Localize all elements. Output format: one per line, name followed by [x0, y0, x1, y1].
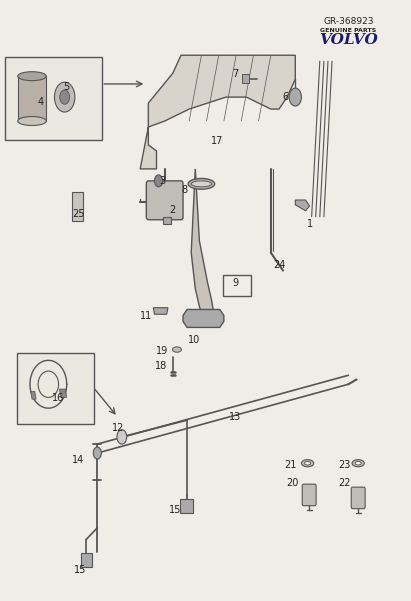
Ellipse shape — [188, 178, 215, 189]
FancyBboxPatch shape — [351, 487, 365, 508]
Text: 11: 11 — [140, 311, 152, 321]
FancyBboxPatch shape — [5, 57, 102, 140]
Polygon shape — [31, 391, 36, 399]
Text: 20: 20 — [286, 478, 298, 488]
Circle shape — [60, 90, 69, 105]
Text: VOLVO: VOLVO — [319, 33, 378, 47]
FancyBboxPatch shape — [146, 181, 183, 220]
FancyBboxPatch shape — [81, 553, 92, 567]
Text: 6: 6 — [282, 92, 288, 102]
Text: 9: 9 — [233, 278, 239, 287]
Polygon shape — [18, 76, 46, 121]
FancyBboxPatch shape — [223, 275, 251, 296]
Polygon shape — [183, 310, 224, 328]
FancyBboxPatch shape — [17, 353, 94, 424]
Ellipse shape — [191, 181, 212, 187]
Text: 5: 5 — [63, 82, 69, 92]
Text: 15: 15 — [169, 505, 181, 515]
Ellipse shape — [355, 462, 361, 465]
Text: 19: 19 — [156, 346, 168, 356]
Ellipse shape — [301, 460, 314, 467]
Text: 12: 12 — [111, 423, 124, 433]
Text: 2: 2 — [170, 205, 176, 215]
Text: 3: 3 — [159, 176, 166, 186]
FancyBboxPatch shape — [72, 192, 83, 221]
Text: 15: 15 — [74, 565, 86, 575]
FancyBboxPatch shape — [180, 499, 193, 513]
Text: GR-368923: GR-368923 — [323, 17, 374, 26]
Ellipse shape — [18, 72, 46, 81]
Text: 25: 25 — [73, 209, 85, 219]
Text: 1: 1 — [307, 219, 313, 229]
Ellipse shape — [352, 460, 364, 467]
Text: 22: 22 — [338, 478, 351, 488]
Circle shape — [155, 175, 163, 187]
Polygon shape — [191, 169, 214, 325]
FancyBboxPatch shape — [242, 75, 249, 83]
Text: 23: 23 — [338, 460, 351, 470]
Polygon shape — [163, 217, 171, 224]
Text: 24: 24 — [274, 260, 286, 270]
Text: 21: 21 — [284, 460, 297, 470]
FancyBboxPatch shape — [302, 484, 316, 505]
Text: 16: 16 — [53, 393, 65, 403]
Circle shape — [117, 430, 127, 444]
Circle shape — [289, 88, 301, 106]
Text: 10: 10 — [188, 335, 200, 345]
Polygon shape — [296, 200, 309, 211]
Ellipse shape — [18, 117, 46, 126]
Text: 13: 13 — [229, 412, 241, 422]
Circle shape — [55, 82, 75, 112]
Text: 7: 7 — [232, 69, 238, 79]
Text: 17: 17 — [211, 136, 223, 146]
Ellipse shape — [305, 462, 311, 465]
Text: 4: 4 — [37, 97, 43, 107]
Circle shape — [93, 447, 102, 459]
Text: 8: 8 — [181, 186, 187, 195]
Text: 18: 18 — [155, 361, 168, 371]
Polygon shape — [153, 308, 168, 314]
Ellipse shape — [173, 347, 181, 352]
Polygon shape — [59, 389, 67, 397]
Text: 14: 14 — [72, 454, 84, 465]
Polygon shape — [140, 55, 296, 169]
Text: GENUINE PARTS: GENUINE PARTS — [320, 28, 376, 32]
